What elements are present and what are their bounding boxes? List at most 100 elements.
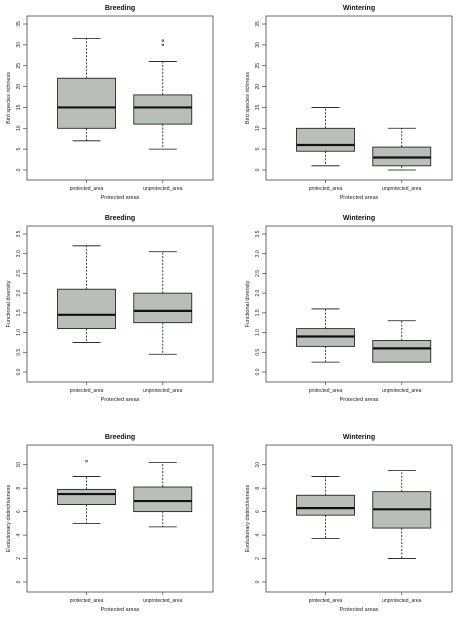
y-tick-label: 2	[255, 557, 261, 560]
y-tick-label: 35	[255, 21, 261, 27]
y-tick-label: 10	[255, 125, 261, 131]
box-body	[57, 488, 116, 506]
outlier-point	[85, 460, 88, 463]
box-body	[133, 292, 193, 324]
x-tick-label: unprotected_area	[382, 388, 421, 394]
box-body	[133, 94, 193, 125]
y-tick-label: 1.5	[255, 309, 261, 316]
y-tick-label: 5	[255, 148, 261, 151]
y-tick-label: 30	[16, 42, 22, 48]
panel-title: Wintering	[343, 5, 375, 12]
y-tick-label: 0	[16, 580, 22, 583]
box-unprotected_area	[372, 127, 432, 171]
box-protected_area	[296, 107, 355, 167]
y-tick-label: 1.5	[16, 309, 22, 316]
panel-4: Wintering 0.0 0.5 1.0 1.5 2.0 2.5 3.0 3.5 Functio…	[245, 215, 453, 403]
x-tick-label: unprotected_area	[143, 186, 182, 192]
x-tick-label: unprotected_area	[382, 186, 421, 192]
panel-title: Wintering	[343, 434, 375, 441]
y-tick-label: 1.0	[255, 329, 261, 336]
y-tick-label: 4	[255, 533, 261, 536]
y-axis-label: Bird species richness	[6, 72, 12, 124]
y-tick-label: 15	[255, 104, 261, 110]
x-axis-label: Protected areas	[340, 397, 379, 403]
y-tick-label: 8	[16, 487, 22, 490]
x-tick-label: protected_area	[309, 598, 343, 604]
y-axis-label: Evolutionary distinctiveness	[245, 484, 251, 552]
y-tick-label: 20	[16, 84, 22, 90]
plot-frame	[265, 15, 453, 181]
box-protected_area	[57, 38, 116, 142]
panel-6: Wintering 0 2 4 6 8 10 Evolutionary distinctive…	[245, 434, 453, 613]
x-axis-label: Protected areas	[101, 397, 140, 403]
panel-title: Breeding	[105, 434, 135, 441]
y-tick-label: 5	[16, 148, 22, 151]
panel-5: Breeding 0 2 4 6 8 10 Evolutionary distinctiven…	[6, 434, 214, 613]
y-tick-label: 25	[16, 63, 22, 69]
y-tick-label: 3.0	[255, 250, 261, 257]
plot-frame	[26, 15, 214, 181]
x-tick-label: unprotected_area	[143, 598, 182, 604]
y-tick-label: 0	[16, 168, 22, 171]
y-tick-label: 0.5	[16, 349, 22, 356]
y-axis-label: Evolutionary distinctiveness	[6, 484, 12, 552]
y-tick-label: 8	[255, 487, 261, 490]
x-axis-label: Protected areas	[101, 607, 140, 613]
box-body	[57, 77, 116, 129]
box-body	[296, 494, 355, 516]
y-tick-label: 3.5	[255, 230, 261, 237]
y-tick-label: 30	[255, 42, 261, 48]
y-tick-label: 0.0	[255, 368, 261, 375]
y-tick-label: 6	[255, 510, 261, 513]
box-protected_area	[296, 308, 355, 363]
y-tick-label: 3.5	[16, 230, 22, 237]
y-axis-label: Bird species richness	[245, 72, 251, 124]
y-tick-label: 0.0	[16, 368, 22, 375]
x-tick-label: protected_area	[309, 186, 343, 192]
x-tick-label: protected_area	[70, 598, 104, 604]
y-axis-label: Functional diversity	[6, 280, 12, 327]
y-tick-label: 10	[255, 462, 261, 468]
x-tick-label: unprotected_area	[382, 598, 421, 604]
x-tick-label: protected_area	[309, 388, 343, 394]
box-protected_area	[296, 476, 355, 540]
x-axis-label: Protected areas	[101, 195, 140, 201]
y-tick-label: 6	[16, 510, 22, 513]
x-tick-label: protected_area	[70, 388, 104, 394]
x-tick-label: protected_area	[70, 186, 104, 192]
box-unprotected_area	[133, 251, 193, 355]
y-tick-label: 2.0	[16, 289, 22, 296]
panel-title: Breeding	[105, 5, 135, 12]
y-tick-label: 2.0	[255, 289, 261, 296]
y-axis-label: Functional diversity	[245, 280, 251, 327]
box-unprotected_area	[133, 39, 193, 150]
y-tick-label: 2	[16, 557, 22, 560]
box-body	[133, 486, 193, 513]
y-tick-label: 35	[16, 21, 22, 27]
y-tick-label: 10	[16, 125, 22, 131]
box-protected_area	[57, 460, 116, 524]
box-unprotected_area	[372, 470, 432, 559]
y-tick-label: 3.0	[16, 250, 22, 257]
y-tick-label: 20	[255, 84, 261, 90]
plot-frame	[26, 444, 214, 593]
y-tick-label: 0.5	[255, 349, 261, 356]
y-tick-label: 0	[255, 580, 261, 583]
panel-title: Breeding	[105, 215, 135, 222]
y-tick-label: 0	[255, 168, 261, 171]
box-body	[372, 340, 432, 363]
outlier-point	[161, 39, 164, 42]
box-body	[296, 127, 355, 152]
y-tick-label: 4	[16, 533, 22, 536]
plot-frame	[265, 444, 453, 593]
box-unprotected_area	[133, 461, 193, 528]
plot-frame	[26, 225, 214, 383]
y-tick-label: 10	[16, 462, 22, 468]
box-protected_area	[57, 245, 116, 343]
outlier-point	[161, 43, 164, 47]
y-tick-label: 1.0	[16, 329, 22, 336]
y-tick-label: 15	[16, 104, 22, 110]
panel-1: Breeding 0 5 10 15 20 25 30 35 Bird species richn…	[6, 5, 214, 201]
x-tick-label: unprotected_area	[143, 388, 182, 394]
